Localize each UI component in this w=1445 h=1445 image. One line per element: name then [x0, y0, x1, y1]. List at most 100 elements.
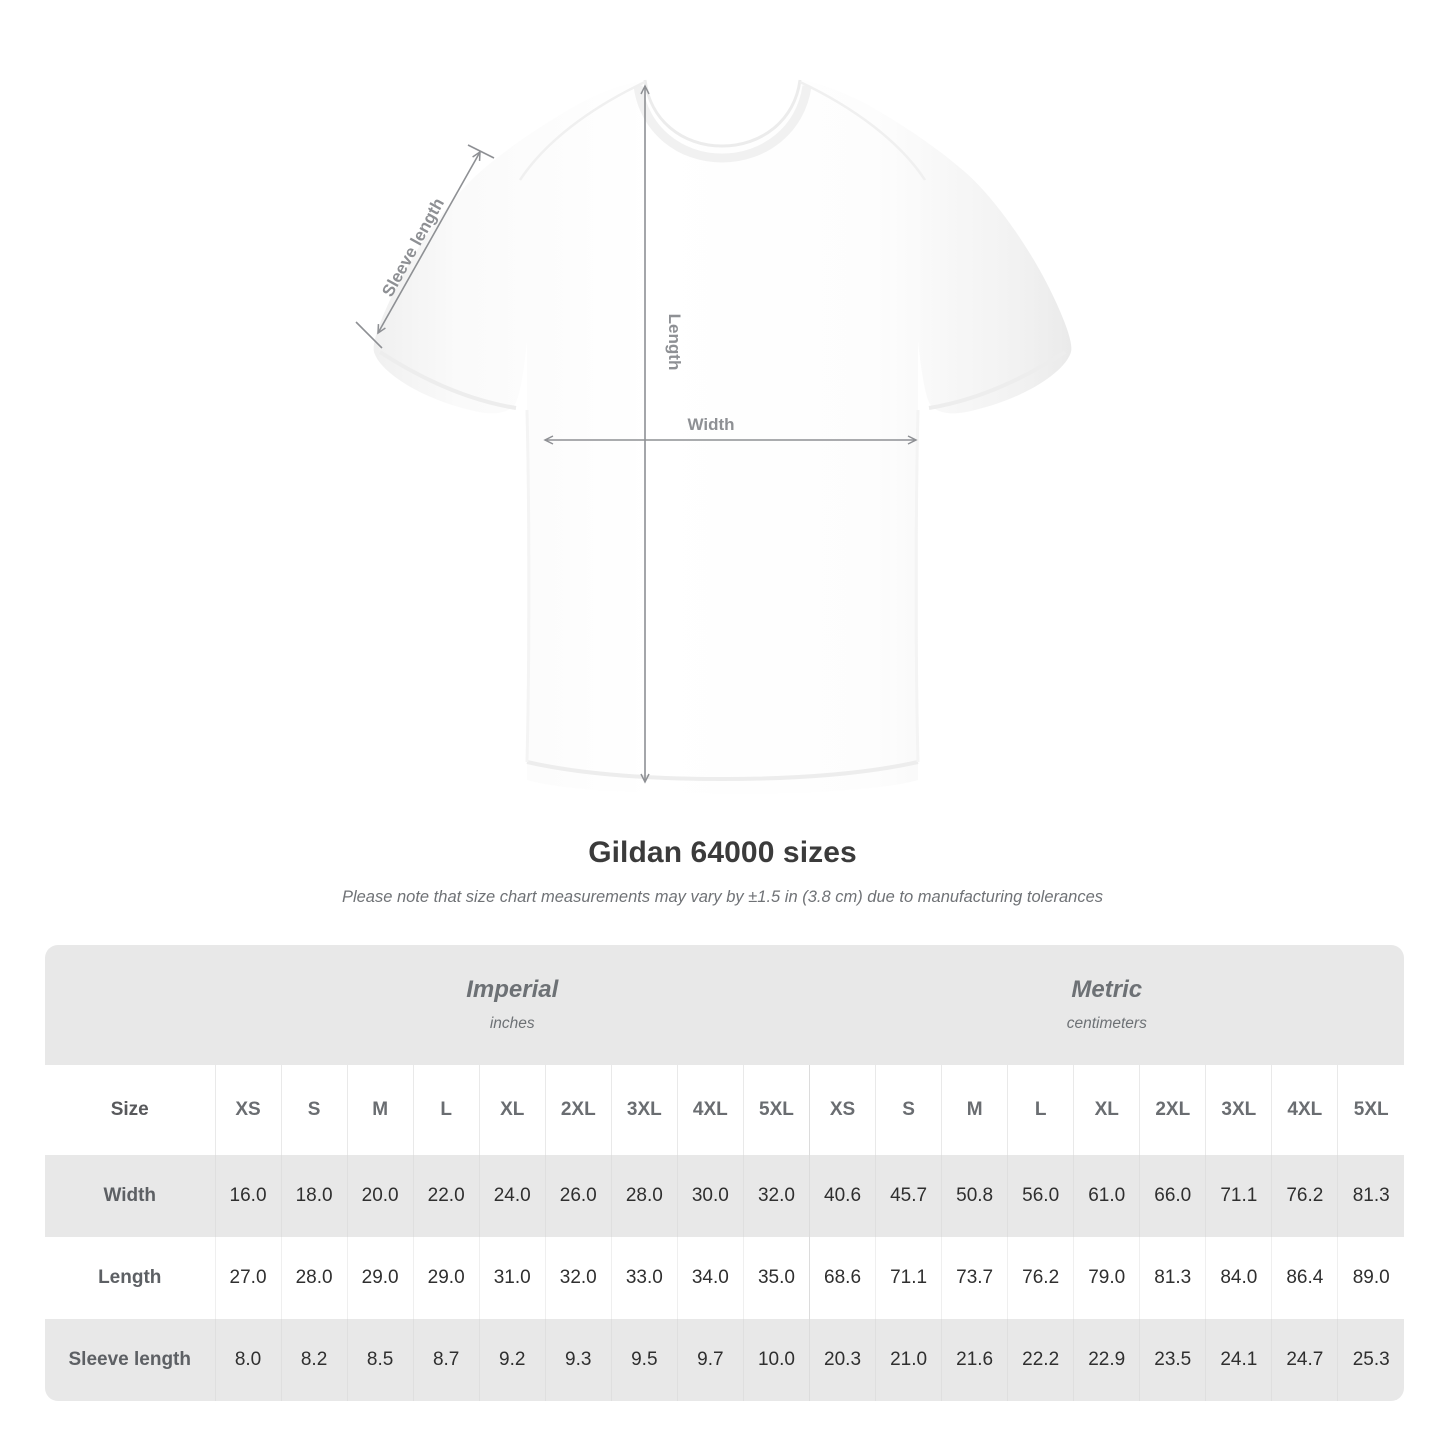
cell-length-imperial-m: 29.0	[346, 1237, 414, 1319]
cell-length-imperial-xl: 31.0	[478, 1237, 546, 1319]
cell-sleeve-length-imperial-s: 8.2	[280, 1319, 348, 1401]
table-row: Width 16.0 18.0 20.0 22.0 24.0 26.0 28.0 30.0 32.…	[45, 1155, 1405, 1237]
cell-length-metric-3xl: 84.0	[1205, 1237, 1272, 1319]
imperial-label: Imperial	[466, 976, 559, 1004]
cell-sleeve-length-imperial-xl: 9.2	[478, 1319, 546, 1401]
cell-width-metric-l: 56.0	[1007, 1155, 1074, 1237]
cell-length-metric-s: 71.1	[875, 1237, 942, 1319]
header-size-metric-m: M	[941, 1065, 1008, 1155]
cell-sleeve-length-metric-5xl: 25.3	[1337, 1319, 1405, 1401]
header-size-metric-5xl: 5XL	[1337, 1065, 1405, 1155]
cell-length-imperial-xs: 27.0	[214, 1237, 282, 1319]
header-size-imperial-s: S	[280, 1065, 348, 1155]
cell-length-metric-xs: 68.6	[808, 1237, 876, 1319]
tolerance-note: Please note that size chart measurements…	[341, 888, 1104, 906]
width-guide: Width	[543, 415, 918, 445]
imperial-sublabel: inches	[489, 1014, 535, 1032]
tshirt-diagram: Sleeve length Length Width	[355, 79, 1072, 794]
cell-width-metric-m: 50.8	[941, 1155, 1008, 1237]
cell-sleeve-length-imperial-xs: 8.0	[214, 1319, 282, 1401]
header-size-metric-4xl: 4XL	[1271, 1065, 1338, 1155]
cell-length-imperial-s: 28.0	[280, 1237, 348, 1319]
header-size-imperial-5xl: 5XL	[742, 1065, 810, 1155]
cell-width-metric-4xl: 76.2	[1271, 1155, 1338, 1237]
tshirt-illustration: Sleeve length Length Width	[355, 79, 1072, 794]
table-row: Sleeve length 8.0 8.2 8.5 8.7 9.2 9.3 9.5 9.7 10.…	[45, 1319, 1405, 1401]
cell-length-metric-xl: 79.0	[1073, 1237, 1140, 1319]
cell-width-metric-xl: 61.0	[1073, 1155, 1140, 1237]
header-size-imperial-l: L	[412, 1065, 480, 1155]
cell-width-metric-s: 45.7	[875, 1155, 942, 1237]
unit-cell-metric: Metric centimeters	[809, 945, 1405, 1065]
row-label-sleeve-length: Sleeve length	[45, 1319, 215, 1401]
cell-length-metric-5xl: 89.0	[1337, 1237, 1405, 1319]
cell-sleeve-length-metric-3xl: 24.1	[1205, 1319, 1272, 1401]
cell-sleeve-length-imperial-3xl: 9.5	[610, 1319, 678, 1401]
header-size-metric-s: S	[875, 1065, 942, 1155]
row-label-length: Length	[45, 1237, 215, 1319]
header-size-imperial-3xl: 3XL	[610, 1065, 678, 1155]
cell-width-imperial-xl: 24.0	[478, 1155, 546, 1237]
cell-sleeve-length-metric-l: 22.2	[1007, 1319, 1074, 1401]
cell-width-imperial-m: 20.0	[346, 1155, 414, 1237]
cell-sleeve-length-metric-4xl: 24.7	[1271, 1319, 1338, 1401]
cell-length-metric-4xl: 86.4	[1271, 1237, 1338, 1319]
unit-band-spacer	[45, 945, 215, 1065]
cell-length-metric-m: 73.7	[941, 1237, 1008, 1319]
cell-length-metric-l: 76.2	[1007, 1237, 1074, 1319]
header-size-metric-xl: XL	[1073, 1065, 1140, 1155]
cell-sleeve-length-metric-m: 21.6	[941, 1319, 1008, 1401]
cell-width-metric-xs: 40.6	[808, 1155, 876, 1237]
header-size-metric-xs: XS	[808, 1065, 876, 1155]
cell-width-metric-5xl: 81.3	[1337, 1155, 1405, 1237]
page-title: Gildan 64000 sizes	[588, 836, 857, 869]
cell-sleeve-length-imperial-2xl: 9.3	[544, 1319, 612, 1401]
header-size-imperial-xl: XL	[478, 1065, 546, 1155]
header-size-imperial-m: M	[346, 1065, 414, 1155]
table-header-row: Size XS S M L XL 2XL 3XL 4XL 5XL XS S M L XL 2XL 3XL 4XL…	[45, 1065, 1405, 1155]
cell-sleeve-length-imperial-5xl: 10.0	[742, 1319, 810, 1401]
cell-width-imperial-4xl: 30.0	[676, 1155, 744, 1237]
cell-width-imperial-3xl: 28.0	[610, 1155, 678, 1237]
header-size-metric-3xl: 3XL	[1205, 1065, 1272, 1155]
cell-sleeve-length-imperial-l: 8.7	[412, 1319, 480, 1401]
header-size-imperial-xs: XS	[214, 1065, 282, 1155]
unit-band-row: Imperial inches Metric centimeters	[45, 945, 1405, 1065]
size-chart-table-wrapper: Imperial inches Metric centimeters Size …	[45, 945, 1405, 1401]
cell-sleeve-length-metric-xl: 22.9	[1073, 1319, 1140, 1401]
cell-width-imperial-5xl: 32.0	[742, 1155, 810, 1237]
cell-length-metric-2xl: 81.3	[1139, 1237, 1206, 1319]
cell-sleeve-length-metric-2xl: 23.5	[1139, 1319, 1206, 1401]
metric-label: Metric	[1071, 976, 1143, 1004]
cell-width-metric-2xl: 66.0	[1139, 1155, 1206, 1237]
cell-sleeve-length-imperial-m: 8.5	[346, 1319, 414, 1401]
size-chart-table: Imperial inches Metric centimeters Size …	[45, 945, 1405, 1401]
cell-sleeve-length-imperial-4xl: 9.7	[676, 1319, 744, 1401]
unit-cell-imperial: Imperial inches	[215, 945, 810, 1065]
length-guide: Length	[640, 84, 684, 784]
cell-width-imperial-2xl: 26.0	[544, 1155, 612, 1237]
cell-width-metric-3xl: 71.1	[1205, 1155, 1272, 1237]
cell-width-imperial-s: 18.0	[280, 1155, 348, 1237]
width-label: Width	[687, 415, 734, 434]
cell-width-imperial-xs: 16.0	[214, 1155, 282, 1237]
cell-sleeve-length-metric-xs: 20.3	[808, 1319, 876, 1401]
cell-width-imperial-l: 22.0	[412, 1155, 480, 1237]
cell-length-imperial-3xl: 33.0	[610, 1237, 678, 1319]
cell-length-imperial-5xl: 35.0	[742, 1237, 810, 1319]
header-size-label: Size	[45, 1065, 215, 1155]
metric-sublabel: centimeters	[1066, 1014, 1147, 1032]
cell-length-imperial-2xl: 32.0	[544, 1237, 612, 1319]
length-label: Length	[665, 314, 684, 371]
header-size-metric-l: L	[1007, 1065, 1074, 1155]
cell-sleeve-length-metric-s: 21.0	[875, 1319, 942, 1401]
cell-length-imperial-4xl: 34.0	[676, 1237, 744, 1319]
shirt-body-shape	[373, 79, 1072, 794]
header-size-imperial-2xl: 2XL	[544, 1065, 612, 1155]
cell-length-imperial-l: 29.0	[412, 1237, 480, 1319]
row-label-width: Width	[45, 1155, 215, 1237]
chart-header: Gildan 64000 sizes Please note that size…	[0, 836, 1445, 907]
header-size-imperial-4xl: 4XL	[676, 1065, 744, 1155]
header-size-metric-2xl: 2XL	[1139, 1065, 1206, 1155]
table-row: Length 27.0 28.0 29.0 29.0 31.0 32.0 33.0 34.0 35…	[45, 1237, 1405, 1319]
